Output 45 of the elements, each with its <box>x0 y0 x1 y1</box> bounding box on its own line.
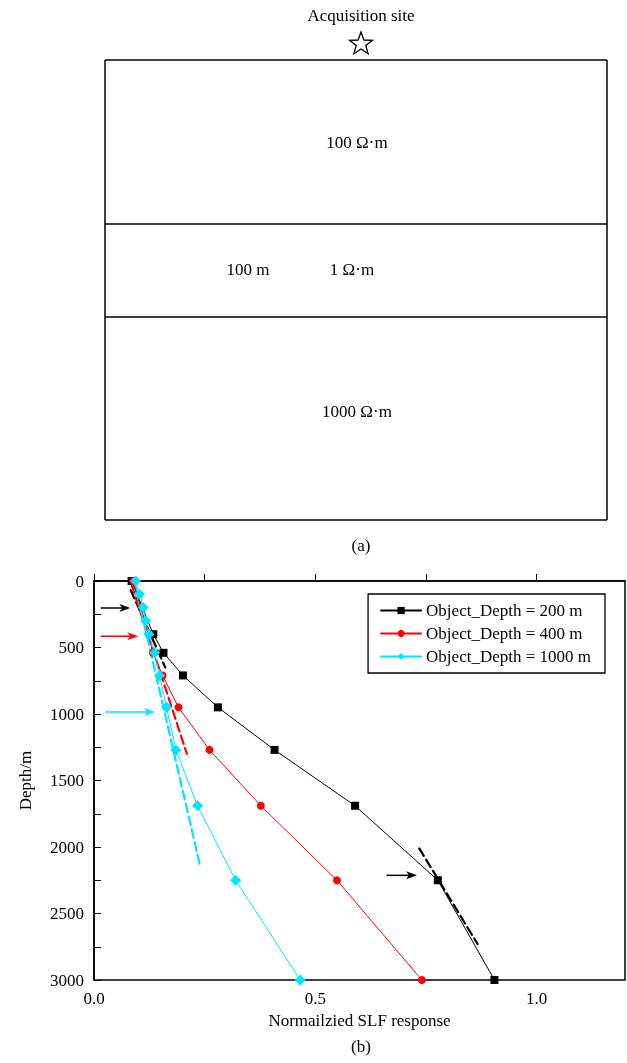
point <box>490 976 499 984</box>
text: Acquisition site <box>307 6 415 26</box>
point <box>205 745 214 754</box>
y-tick-label: 2000 <box>50 837 84 857</box>
point <box>161 701 173 713</box>
text: 1 Ω·m <box>329 260 375 280</box>
point <box>178 671 187 680</box>
y-axis-title: Depth/m <box>16 750 35 811</box>
text: (a) <box>351 536 371 556</box>
text: (b) <box>351 1037 371 1057</box>
x-axis-title: Normailzied SLF response <box>268 1010 451 1030</box>
legend-label: Object_Depth = 200 m <box>426 601 583 620</box>
point <box>174 703 183 712</box>
x-tick-label: 0.0 <box>83 989 105 1008</box>
point <box>256 801 265 810</box>
point <box>351 801 360 810</box>
point <box>153 669 165 681</box>
point <box>170 744 182 756</box>
point <box>159 648 168 657</box>
point <box>433 876 442 885</box>
point <box>137 602 149 614</box>
point <box>149 647 161 659</box>
x-tick-label: 1.0 <box>525 989 548 1008</box>
x-tick-label: 0.5 <box>304 989 326 1008</box>
point <box>130 575 142 587</box>
text: 100 m <box>226 260 270 280</box>
point <box>270 745 279 754</box>
point <box>192 800 204 812</box>
point <box>140 615 152 627</box>
y-tick-label: 500 <box>58 638 84 657</box>
y-tick-label: 1000 <box>50 704 84 724</box>
point <box>332 876 341 885</box>
y-tick-label: 2500 <box>50 904 84 923</box>
point <box>134 588 146 600</box>
point <box>417 976 426 984</box>
legend-label: Object_Depth = 1000 m <box>426 647 591 666</box>
text: 1000 Ω·m <box>322 402 392 422</box>
text: 100 Ω·m <box>326 133 388 153</box>
y-tick-label: 0 <box>75 571 84 591</box>
legend-label: Object_Depth = 400 m <box>426 624 583 643</box>
y-tick-label: 1500 <box>50 771 84 790</box>
point <box>230 874 242 886</box>
point <box>294 974 306 986</box>
y-tick-label: 3000 <box>50 970 84 990</box>
point <box>213 703 222 712</box>
